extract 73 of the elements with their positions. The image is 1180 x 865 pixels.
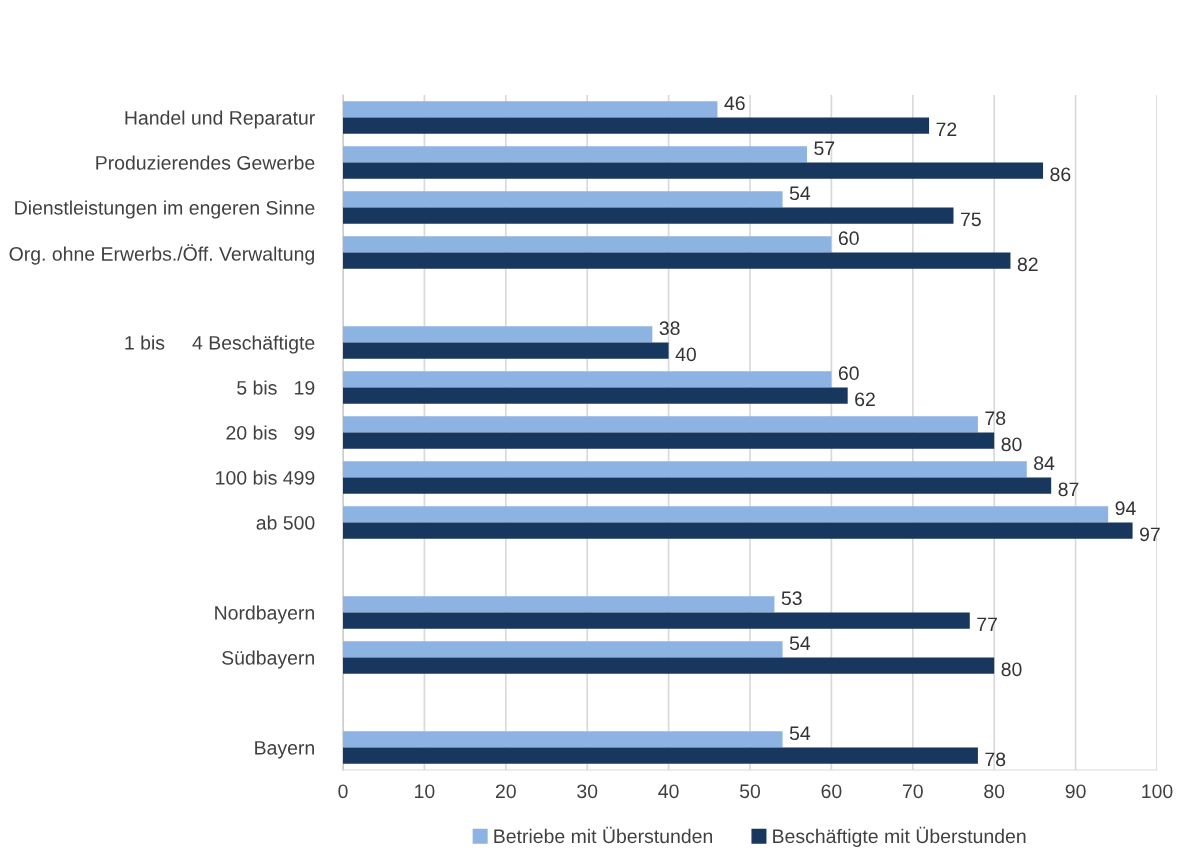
y-tick-label: 5 bis 19 <box>237 380 315 395</box>
y-tick-label: ab 500 <box>256 515 315 530</box>
data-label: 40 <box>675 347 696 362</box>
y-tick-label: Dienstleistungen im engeren Sinne <box>15 200 315 219</box>
bar <box>343 191 783 208</box>
data-label: 77 <box>977 617 997 632</box>
legend-label: Beschäftigte mit Überstunden <box>773 826 1026 847</box>
bar <box>343 416 978 433</box>
y-tick-label: 100 bis 499 <box>216 470 315 485</box>
bar <box>343 641 783 658</box>
data-label: 38 <box>659 321 680 336</box>
bar <box>343 387 848 404</box>
y-tick-label: 20 bis 99 <box>226 425 315 440</box>
bar <box>343 731 783 748</box>
bar <box>343 162 1044 179</box>
data-label: 75 <box>961 212 981 227</box>
x-tick-label: 40 <box>658 784 679 799</box>
x-tick-label: 0 <box>338 784 348 799</box>
bar <box>343 477 1052 494</box>
data-label: 57 <box>814 141 835 156</box>
bar <box>343 596 775 613</box>
data-label: 53 <box>781 591 802 606</box>
bar <box>343 612 970 629</box>
x-tick-label: 70 <box>902 784 923 799</box>
bar <box>343 207 954 224</box>
x-tick-label: 10 <box>415 784 435 799</box>
data-label: 54 <box>789 726 811 741</box>
y-tick-label: Org. ohne Erwerbs./Öff. Verwaltung <box>9 244 314 265</box>
x-tick-label: 20 <box>495 784 516 799</box>
data-label: 60 <box>838 231 859 246</box>
y-tick-label: Bayern <box>255 741 314 759</box>
bar <box>343 236 832 253</box>
data-label: 87 <box>1058 482 1079 497</box>
y-tick-label: Produzierendes Gewerbe <box>96 155 315 170</box>
bar <box>343 252 1011 269</box>
bar <box>343 101 718 118</box>
data-label: 84 <box>1034 456 1055 471</box>
data-label: 72 <box>936 122 957 137</box>
bar <box>343 506 1109 523</box>
data-label: 78 <box>985 752 1006 767</box>
y-tick-label: Handel und Reparatur <box>125 110 315 129</box>
data-label: 54 <box>789 636 811 651</box>
bar <box>343 371 832 388</box>
y-tick-label: Nordbayern <box>215 605 314 624</box>
data-label: 80 <box>1001 662 1022 677</box>
bar <box>343 522 1133 539</box>
data-label: 80 <box>1001 437 1022 452</box>
y-tick-label: Südbayern <box>222 650 314 669</box>
data-label: 62 <box>855 392 875 407</box>
bar <box>343 657 995 674</box>
bar <box>343 747 978 764</box>
legend-label: Betriebe mit Überstunden <box>494 826 713 844</box>
x-tick-label: 80 <box>984 784 1005 799</box>
bar <box>343 461 1027 478</box>
x-tick-label: 30 <box>577 784 598 799</box>
x-tick-label: 100 <box>1142 784 1173 799</box>
data-label: 97 <box>1140 527 1160 542</box>
data-label: 94 <box>1115 501 1136 516</box>
bar <box>343 326 653 343</box>
bar <box>343 432 995 449</box>
data-label: 60 <box>838 366 859 381</box>
data-label: 46 <box>724 96 745 111</box>
data-label: 78 <box>985 411 1006 426</box>
bar <box>343 117 930 134</box>
y-tick-label: 1 bis 4 Beschäftigte <box>125 335 315 354</box>
data-label: 86 <box>1050 167 1071 182</box>
bar <box>343 146 807 163</box>
bar <box>343 342 669 359</box>
x-tick-label: 50 <box>739 784 761 799</box>
data-label: 54 <box>789 186 811 201</box>
x-tick-label: 90 <box>1065 784 1086 799</box>
x-tick-label: 60 <box>821 784 842 799</box>
data-label: 82 <box>1017 257 1038 272</box>
